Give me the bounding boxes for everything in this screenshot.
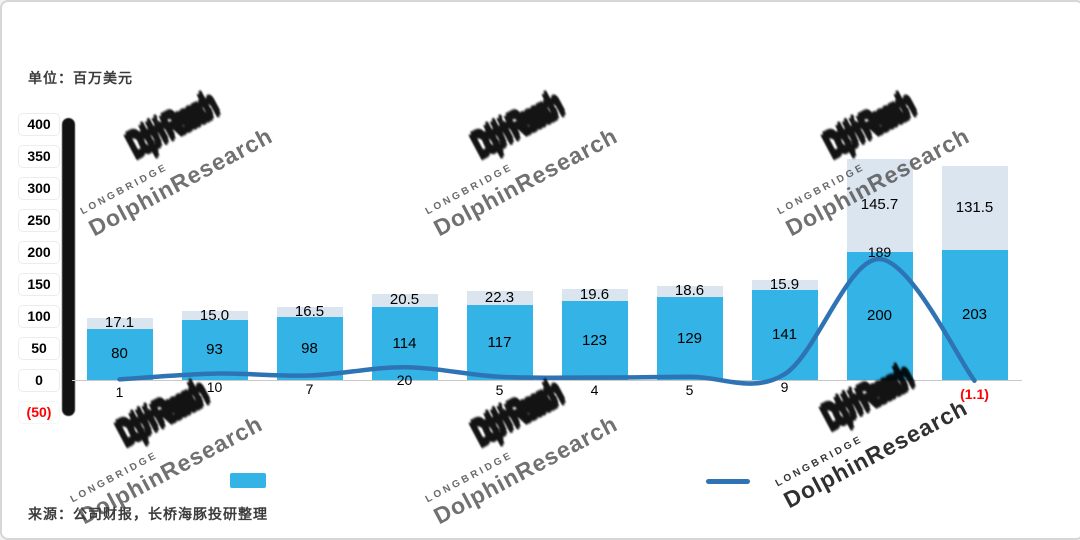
bar-segment-top xyxy=(466,290,533,306)
watermark-brand-big: DolphinResearch xyxy=(429,410,622,530)
y-tick-label: 50 xyxy=(18,337,60,360)
bar-segment-top xyxy=(751,279,818,290)
bar-top-value: 145.7 xyxy=(860,196,899,214)
bar-bottom-value: 80 xyxy=(111,345,128,363)
bar-top-value: 18.6 xyxy=(674,282,705,300)
bar-segment-bottom xyxy=(181,320,248,380)
bar-bottom-value: 123 xyxy=(581,331,608,349)
bar-segment-top xyxy=(86,317,153,329)
bar-segment-bottom xyxy=(86,328,153,380)
bar-top-value: 16.5 xyxy=(294,303,325,320)
bar-top-value: 17.1 xyxy=(104,314,135,332)
x-axis-line xyxy=(72,380,1022,381)
source-label: 来源：公司财报，长桥海豚投研整理 xyxy=(28,506,268,522)
line-series xyxy=(117,256,977,386)
line-point-value: 4 xyxy=(590,382,599,399)
y-tick-label: 200 xyxy=(18,241,60,264)
line-path xyxy=(117,256,977,386)
line-point-value: 7 xyxy=(305,380,314,397)
bar-bottom-value: 129 xyxy=(676,329,703,347)
bar-segment-bottom xyxy=(466,305,533,380)
line-point-value: 20 xyxy=(396,372,413,389)
bar-segment-top xyxy=(371,293,438,308)
bar-segment-top xyxy=(181,310,248,321)
bar-segment-bottom xyxy=(561,301,628,380)
line-point-value: 189 xyxy=(867,244,892,261)
bar-segment-top xyxy=(941,165,1008,251)
line-point-value: 10 xyxy=(206,378,223,395)
bar-top-value: 22.3 xyxy=(484,288,515,306)
line-point-value: 1 xyxy=(115,384,124,401)
y-tick-label: 100 xyxy=(18,305,60,328)
y-axis: 400 350 300 250 200 150 100 50 0 (50) xyxy=(10,113,60,424)
axis-glitch-strip xyxy=(62,118,75,416)
y-tick-label: 300 xyxy=(18,177,60,200)
line-point-value: 5 xyxy=(685,381,694,398)
bar-top-value: 20.5 xyxy=(389,291,420,309)
y-tick-label: (50) xyxy=(18,401,60,424)
bar-segment-top xyxy=(276,306,343,318)
legend-line-swatch xyxy=(706,479,750,484)
line-point-value: 5 xyxy=(495,381,504,398)
bar-bottom-value: 203 xyxy=(961,306,988,324)
bar-bottom-value: 114 xyxy=(392,334,417,352)
legend-bar-swatch xyxy=(230,473,266,488)
bar-top-value: 15.9 xyxy=(769,275,800,293)
bar-segment-bottom xyxy=(751,289,818,380)
y-tick-label: 150 xyxy=(18,273,60,296)
bar-segment-top xyxy=(656,285,723,298)
bar-top-value: 19.6 xyxy=(579,286,610,303)
bar-bottom-value: 98 xyxy=(301,339,318,357)
bar-top-value: 131.5 xyxy=(955,199,994,216)
bar-bottom-value: 93 xyxy=(206,341,223,359)
bar-segment-bottom xyxy=(276,317,343,380)
bar-bottom-value: 141 xyxy=(771,325,798,343)
bar-bottom-value: 117 xyxy=(487,333,512,351)
unit-label: 单位：百万美元 xyxy=(28,70,133,86)
y-tick-label: 250 xyxy=(18,209,60,232)
bar-segment-bottom xyxy=(941,250,1008,380)
y-tick-label: 350 xyxy=(18,145,60,168)
bar-segment-top xyxy=(561,288,628,302)
bar-bottom-value: 200 xyxy=(866,307,893,324)
bar-segment-bottom xyxy=(656,297,723,380)
y-tick-label: 400 xyxy=(18,113,60,136)
line-point-value: (1.1) xyxy=(960,385,989,402)
y-tick-label: 0 xyxy=(18,369,60,392)
bar-top-value: 15.0 xyxy=(199,306,230,324)
line-point-value: 9 xyxy=(780,379,789,396)
plot-area: 80 17.1 93 15.0 98 16.5 114 20.5 117 22.3 123 19.6 1… xyxy=(72,124,1022,416)
bar-segment-top xyxy=(846,158,913,252)
